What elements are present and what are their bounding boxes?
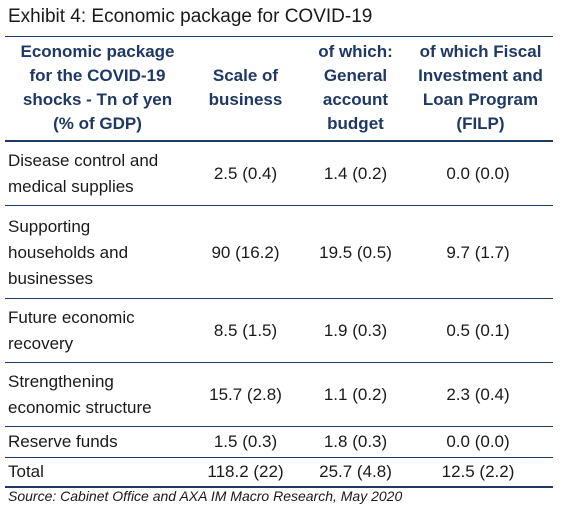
header-line: of which: — [318, 42, 393, 61]
row-label-future-recovery: Future economic recovery — [8, 300, 193, 361]
cell-filp: 0.0 (0.0) — [446, 431, 510, 451]
label-line: recovery — [8, 333, 74, 353]
rule-header-bottom — [5, 140, 553, 142]
source-note: Source: Cabinet Office and AXA IM Macro … — [8, 488, 403, 504]
cell-scale: 118.2 (22) — [207, 461, 284, 481]
header-economic-package: Economic package for the COVID-19 shocks… — [5, 38, 190, 138]
label-line: businesses — [8, 268, 94, 288]
rule-top — [5, 36, 553, 37]
header-line: Loan Program — [422, 90, 539, 109]
row-label-strengthening-structure: Strengthening economic structure — [8, 364, 193, 425]
cell-general: 1.4 (0.2) — [323, 164, 388, 183]
header-general-account: of which: General account budget — [303, 38, 408, 138]
header-line: Scale of — [212, 66, 279, 85]
row-divider — [5, 457, 553, 458]
row-divider — [5, 298, 553, 299]
cell-filp: 2.3 (0.4) — [446, 384, 510, 404]
label-line: medical supplies — [8, 177, 134, 196]
header-line: (FILP) — [456, 114, 505, 133]
cell-scale: 90 (16.2) — [211, 242, 280, 262]
header-line: of which Fiscal — [419, 42, 542, 61]
header-line: Investment and — [418, 66, 543, 85]
cell-general: 1.1 (0.2) — [323, 384, 388, 404]
cell-filp: 9.7 (1.7) — [446, 242, 510, 262]
cell-filp: 12.5 (2.2) — [441, 461, 515, 481]
cell-general: 25.7 (4.8) — [319, 461, 392, 481]
label-line: Reserve funds — [8, 431, 118, 451]
label-line: Total — [8, 461, 44, 481]
header-line: General — [323, 66, 388, 85]
row-label-total: Total — [8, 458, 193, 485]
row-divider — [5, 362, 553, 363]
row-divider — [5, 426, 553, 427]
label-line: economic structure — [8, 397, 152, 417]
row-label-disease-control: Disease control and medical supplies — [8, 144, 193, 204]
cell-general: 1.9 (0.3) — [323, 320, 388, 340]
header-filp: of which Fiscal Investment and Loan Prog… — [408, 38, 553, 138]
label-line: Supporting — [8, 216, 91, 236]
label-line: Disease control and — [8, 151, 159, 170]
header-line: account — [322, 90, 389, 109]
header-line: business — [208, 90, 283, 109]
header-line: for the COVID-19 — [29, 66, 166, 85]
row-divider — [5, 205, 553, 206]
cell-filp: 0.5 (0.1) — [446, 320, 510, 340]
label-line: Strengthening — [8, 371, 114, 391]
cell-scale: 1.5 (0.3) — [213, 431, 278, 451]
header-line: shocks - Tn of yen — [22, 90, 173, 109]
cell-scale: 8.5 (1.5) — [213, 320, 278, 340]
header-line: budget — [327, 114, 384, 133]
label-line: Future economic — [8, 307, 135, 327]
cell-scale: 2.5 (0.4) — [213, 164, 278, 183]
cell-general: 19.5 (0.5) — [319, 242, 392, 262]
row-label-reserve-funds: Reserve funds — [8, 427, 193, 456]
label-line: households and — [8, 242, 129, 262]
exhibit-title: Exhibit 4: Economic package for COVID-19 — [8, 6, 373, 27]
header-scale-of-business: Scale of business — [188, 38, 303, 138]
header-line: (% of GDP) — [53, 114, 142, 133]
cell-filp: 0.0 (0.0) — [446, 164, 510, 183]
rule-bottom — [5, 486, 553, 488]
header-line: Economic package — [20, 42, 175, 61]
cell-scale: 15.7 (2.8) — [209, 384, 282, 404]
row-label-supporting-households: Supporting households and businesses — [8, 208, 193, 297]
cell-general: 1.8 (0.3) — [323, 431, 388, 451]
